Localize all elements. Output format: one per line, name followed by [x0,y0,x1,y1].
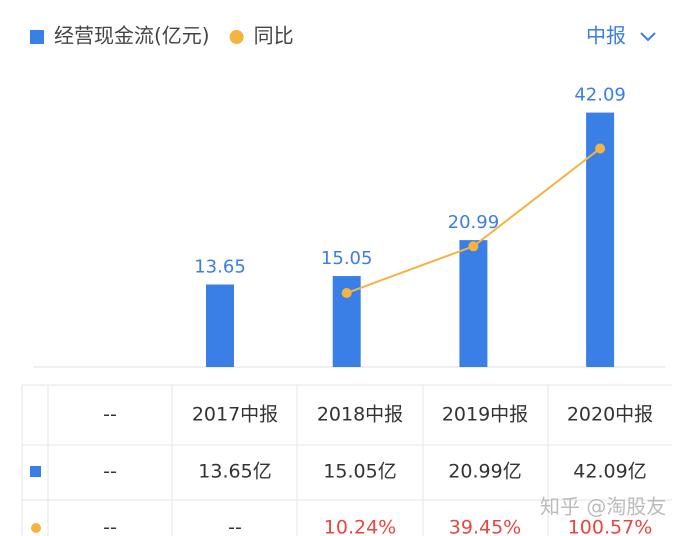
row-icon [31,523,41,533]
value-label: 15.05 [321,248,373,269]
period-selector[interactable]: 中报 [586,24,626,48]
line-point [595,143,606,154]
table-header: -- [103,404,117,426]
table-cell: 15.05亿 [323,461,396,483]
legend-label: 同比 [254,24,294,48]
watermark: 知乎 @淘股友 [540,495,666,519]
value-label: 13.65 [194,256,246,277]
table-cell: -- [228,517,242,536]
table-header: 2019中报 [442,404,528,426]
table-cell: 42.09亿 [573,461,646,483]
table-cell: 13.65亿 [198,461,271,483]
legend-swatch [30,30,44,44]
table-cell: 20.99亿 [448,461,521,483]
dropdown-arrow[interactable] [640,32,656,42]
legend-swatch [229,30,244,44]
line-point [468,241,479,252]
bar [459,240,488,367]
value-label: 42.09 [574,85,626,106]
table-cell: 39.45% [449,517,521,536]
line-point [341,288,352,299]
table-cell: 10.24% [324,517,396,536]
bar [206,284,234,367]
table-header: 2017中报 [192,404,278,426]
table-cell: -- [103,461,117,483]
table-header: 2020中报 [567,404,653,426]
table [21,384,672,536]
row-icon [30,466,41,477]
value-label: 20.99 [448,212,500,233]
table-header: 2018中报 [317,404,403,426]
table-cell: -- [103,517,117,536]
table-cell: 100.57% [568,517,653,536]
legend-label: 经营现金流(亿元) [54,24,210,48]
